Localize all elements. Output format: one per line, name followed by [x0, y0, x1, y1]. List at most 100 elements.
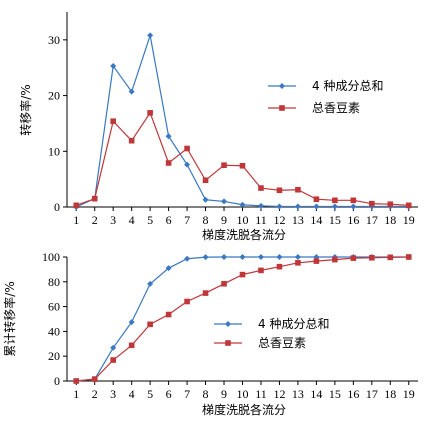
- legend-label: 总香豆素: [312, 101, 360, 115]
- data-point: [313, 258, 320, 264]
- x-tick-label: 1: [73, 213, 79, 227]
- data-point: [165, 133, 172, 140]
- data-point: [110, 63, 117, 70]
- data-point: [73, 378, 80, 384]
- x-tick-label: 18: [384, 213, 396, 227]
- series-2: [73, 254, 412, 384]
- x-tick-label: 19: [403, 387, 415, 401]
- x-tick-label: 11: [255, 213, 267, 227]
- x-tick-label: 4: [129, 213, 135, 227]
- data-point: [257, 202, 264, 209]
- y-tick-label: 30: [48, 33, 60, 47]
- x-tick-label: 10: [237, 387, 249, 401]
- x-tick-label: 16: [347, 213, 359, 227]
- legend-label: 4 种成分总和: [258, 317, 329, 331]
- data-point: [110, 344, 117, 351]
- x-tick-label: 2: [92, 213, 98, 227]
- series-line: [75, 35, 409, 208]
- x-tick-label: 15: [329, 213, 341, 227]
- data-point: [257, 254, 264, 260]
- y-tick-label: 100: [42, 250, 60, 264]
- data-point: [202, 254, 209, 261]
- data-point: [221, 162, 227, 169]
- data-point: [239, 162, 246, 169]
- y-tick-label: 20: [48, 89, 60, 103]
- data-point: [405, 202, 412, 209]
- x-tick-label: 19: [403, 213, 415, 227]
- data-point: [313, 196, 320, 202]
- data-point: [91, 376, 98, 382]
- data-point: [147, 32, 154, 39]
- data-point: [387, 201, 394, 208]
- data-point: [331, 203, 338, 210]
- x-tick-label: 15: [329, 387, 341, 401]
- x-tick-label: 18: [384, 387, 396, 401]
- data-point: [258, 267, 264, 274]
- x-axis-title: 梯度洗脱各流分: [202, 402, 286, 417]
- series-line: [76, 111, 409, 206]
- y-tick-label: 0: [54, 374, 60, 388]
- data-point: [165, 160, 172, 166]
- legend-marker: [225, 340, 231, 346]
- data-point: [91, 195, 98, 202]
- data-point: [239, 271, 246, 278]
- data-point: [313, 203, 320, 210]
- x-tick-label: 14: [310, 387, 322, 401]
- data-point: [405, 254, 412, 260]
- data-point: [165, 311, 172, 318]
- x-tick-label: 13: [292, 213, 304, 227]
- x-tick-label: 16: [347, 387, 359, 401]
- y-tick-label: 20: [48, 349, 60, 363]
- x-tick-label: 1: [73, 387, 79, 401]
- data-point: [387, 254, 394, 261]
- y-axis-title: 转移率/%: [18, 84, 33, 135]
- data-point: [295, 186, 301, 193]
- x-tick-label: 5: [147, 213, 153, 227]
- x-tick-label: 7: [184, 213, 190, 227]
- data-point: [110, 357, 116, 363]
- data-point: [276, 263, 283, 270]
- legend-label: 总香豆素: [258, 336, 306, 350]
- x-tick-label: 12: [273, 213, 285, 227]
- data-point: [73, 202, 80, 209]
- data-point: [147, 321, 153, 328]
- data-point: [128, 319, 135, 326]
- x-tick-label: 8: [203, 387, 209, 401]
- data-point: [221, 198, 228, 205]
- x-tick-label: 6: [166, 213, 172, 227]
- x-tick-label: 12: [273, 387, 285, 401]
- x-tick-label: 3: [110, 387, 116, 401]
- data-point: [184, 161, 191, 168]
- data-point: [294, 203, 301, 210]
- data-point: [350, 255, 357, 261]
- data-point: [221, 254, 228, 260]
- data-point: [184, 255, 191, 262]
- data-point: [202, 196, 209, 203]
- data-point: [295, 260, 301, 266]
- data-point: [239, 201, 246, 208]
- data-point: [202, 290, 209, 296]
- legend-marker: [279, 105, 285, 111]
- legend-marker: [225, 321, 231, 327]
- data-point: [184, 145, 190, 152]
- y-tick-label: 0: [54, 200, 60, 214]
- data-point: [239, 254, 246, 260]
- data-point: [128, 137, 135, 144]
- data-point: [276, 254, 283, 260]
- x-tick-label: 10: [237, 213, 249, 227]
- legend-marker: [279, 83, 285, 89]
- y-axis-title: 累计转移率/%: [2, 281, 17, 356]
- x-tick-label: 9: [221, 387, 227, 401]
- data-point: [332, 256, 338, 263]
- legend-label: 4 种成分总和: [312, 79, 383, 93]
- x-tick-label: 11: [255, 387, 267, 401]
- data-point: [202, 177, 209, 184]
- data-point: [350, 197, 357, 204]
- data-point: [350, 203, 357, 210]
- y-tick-label: 60: [48, 300, 60, 314]
- x-tick-label: 4: [129, 387, 135, 401]
- data-point: [128, 342, 135, 349]
- data-point: [369, 200, 375, 207]
- series-1: [73, 32, 412, 210]
